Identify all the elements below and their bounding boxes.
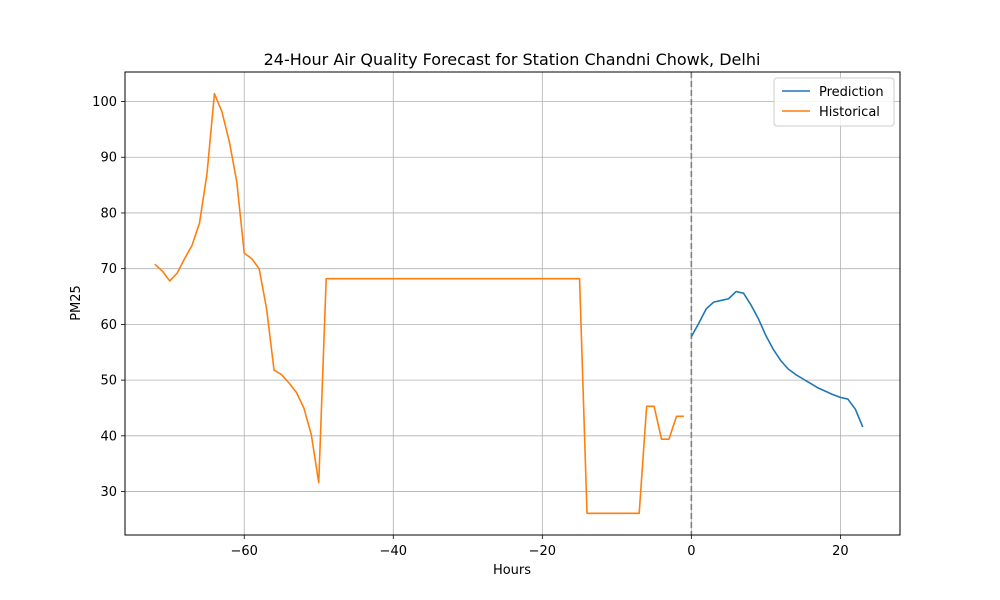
y-tick-label: 90 [100, 151, 117, 166]
legend-box [773, 77, 895, 127]
plot-frame [124, 71, 901, 536]
series-line-prediction [690, 290, 864, 428]
chart-title: 24-Hour Air Quality Forecast for Station… [264, 50, 761, 69]
y-axis-ticks: 30 40 50 60 70 80 90 100 [92, 95, 125, 500]
x-tick-label: 20 [832, 544, 849, 559]
x-tick-label: −40 [380, 544, 407, 559]
x-axis-label: Hours [493, 563, 531, 578]
x-tick-label: 0 [687, 544, 695, 559]
legend-prediction-label: Prediction [819, 85, 884, 100]
y-axis-label: PM25 [69, 285, 84, 321]
y-tick-label: 40 [100, 429, 117, 444]
series-line-historical [154, 92, 684, 515]
y-tick-label: 50 [100, 374, 117, 389]
y-tick-label: 60 [100, 318, 117, 333]
y-tick-label: 80 [100, 206, 117, 221]
series-layer [154, 92, 864, 515]
grid [125, 72, 900, 535]
y-tick-label: 70 [100, 262, 117, 277]
legend: Prediction Historical [773, 77, 895, 127]
x-tick-label: −60 [231, 544, 258, 559]
x-tick-label: −20 [529, 544, 556, 559]
x-axis-ticks: −60 −40 −20 0 20 [231, 535, 849, 559]
y-tick-label: 100 [92, 95, 117, 110]
legend-historical-label: Historical [819, 105, 880, 120]
y-tick-label: 30 [100, 485, 117, 500]
